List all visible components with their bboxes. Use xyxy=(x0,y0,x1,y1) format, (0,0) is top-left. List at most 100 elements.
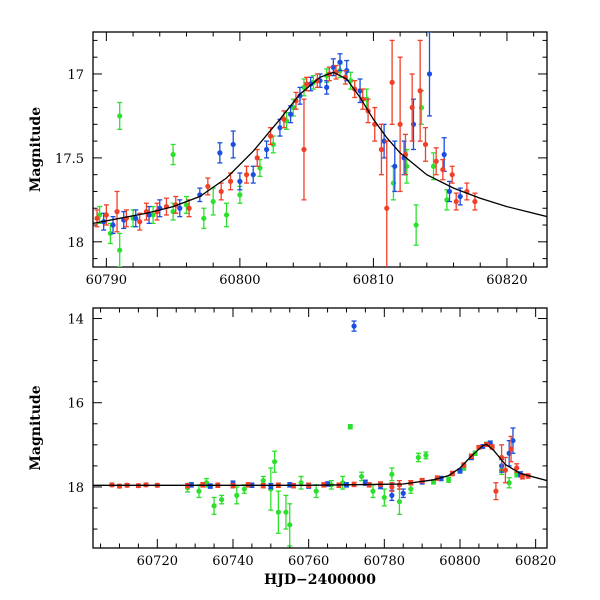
data-marker xyxy=(227,178,234,184)
data-marker xyxy=(359,473,365,480)
data-marker xyxy=(384,205,390,211)
data-marker xyxy=(117,113,123,119)
data-point xyxy=(298,475,304,490)
data-point xyxy=(207,483,213,489)
data-point xyxy=(201,207,207,230)
data-point xyxy=(378,123,385,176)
data-marker xyxy=(340,480,346,486)
data-marker xyxy=(196,488,202,494)
data-point xyxy=(409,73,415,142)
data-marker xyxy=(514,471,520,477)
y-tick-label: 16 xyxy=(67,397,84,412)
plot-area xyxy=(93,32,547,267)
data-point xyxy=(117,101,123,131)
data-point xyxy=(441,137,447,172)
data-marker xyxy=(389,471,395,477)
data-point xyxy=(137,212,143,231)
model-curve xyxy=(93,71,547,225)
data-point xyxy=(263,140,270,159)
data-marker xyxy=(381,494,387,501)
data-point xyxy=(223,202,230,228)
data-marker xyxy=(288,111,294,117)
data-point xyxy=(283,494,289,530)
data-point xyxy=(219,494,225,505)
data-marker xyxy=(304,81,310,87)
data-point xyxy=(157,199,163,218)
data-marker xyxy=(453,198,459,205)
y-tick-label: 17.5 xyxy=(55,152,84,167)
plot-frame xyxy=(92,307,548,549)
x-tick-label: 60820 xyxy=(515,554,556,569)
data-point xyxy=(234,486,240,505)
data-marker xyxy=(440,167,446,173)
data-point xyxy=(413,204,419,246)
data-marker xyxy=(519,473,526,480)
data-marker xyxy=(506,480,512,486)
data-marker xyxy=(293,98,299,104)
x-tick-label: 60780 xyxy=(364,554,405,569)
series-blue xyxy=(188,320,524,502)
data-point xyxy=(389,489,395,502)
data-marker xyxy=(283,509,289,515)
x-tick-label: 60810 xyxy=(353,273,394,288)
y-tick-label: 18 xyxy=(67,481,84,496)
data-marker xyxy=(514,465,520,471)
data-marker xyxy=(281,116,287,122)
data-marker xyxy=(389,79,395,85)
data-marker xyxy=(396,499,403,505)
data-point xyxy=(272,450,278,473)
data-marker xyxy=(117,247,123,253)
data-point xyxy=(183,195,190,214)
data-point xyxy=(275,490,281,534)
data-marker xyxy=(347,424,353,430)
data-marker xyxy=(415,454,421,461)
data-marker xyxy=(413,222,419,228)
data-marker xyxy=(301,146,307,153)
data-point xyxy=(237,172,243,191)
data-point xyxy=(297,86,303,105)
data-point xyxy=(211,496,217,515)
data-marker xyxy=(446,188,453,195)
data-point xyxy=(430,152,437,181)
y-axis-label: Magnitude xyxy=(28,385,44,470)
data-marker xyxy=(103,212,109,218)
data-point xyxy=(116,483,123,489)
data-marker xyxy=(205,183,211,190)
data-point xyxy=(440,158,446,181)
data-point xyxy=(277,118,283,137)
data-marker xyxy=(210,198,216,205)
data-point xyxy=(426,32,433,117)
data-marker xyxy=(508,446,514,452)
data-marker xyxy=(370,488,376,494)
data-point xyxy=(324,80,330,95)
data-marker xyxy=(186,205,192,211)
data-point xyxy=(392,140,398,193)
data-marker xyxy=(267,133,274,139)
data-marker xyxy=(94,215,100,221)
y-tick-label: 18 xyxy=(67,236,84,251)
data-point xyxy=(177,199,183,218)
data-point xyxy=(372,106,378,142)
data-marker xyxy=(449,172,455,178)
data-point xyxy=(415,452,421,463)
data-marker xyxy=(430,163,437,169)
data-point xyxy=(250,165,256,184)
data-marker xyxy=(110,222,116,228)
data-marker xyxy=(254,155,260,161)
data-point xyxy=(94,209,100,228)
data-marker xyxy=(272,459,278,465)
data-marker xyxy=(400,490,406,496)
data-point xyxy=(337,53,343,72)
data-marker xyxy=(409,104,415,111)
data-point xyxy=(389,467,395,482)
x-tick-label: 60800 xyxy=(219,273,260,288)
plot-area xyxy=(93,320,547,547)
data-point xyxy=(422,127,429,162)
data-marker xyxy=(457,193,463,200)
data-point xyxy=(408,484,414,494)
data-marker xyxy=(116,483,123,489)
data-point xyxy=(186,199,192,218)
data-point xyxy=(359,471,365,482)
data-point xyxy=(103,204,109,226)
